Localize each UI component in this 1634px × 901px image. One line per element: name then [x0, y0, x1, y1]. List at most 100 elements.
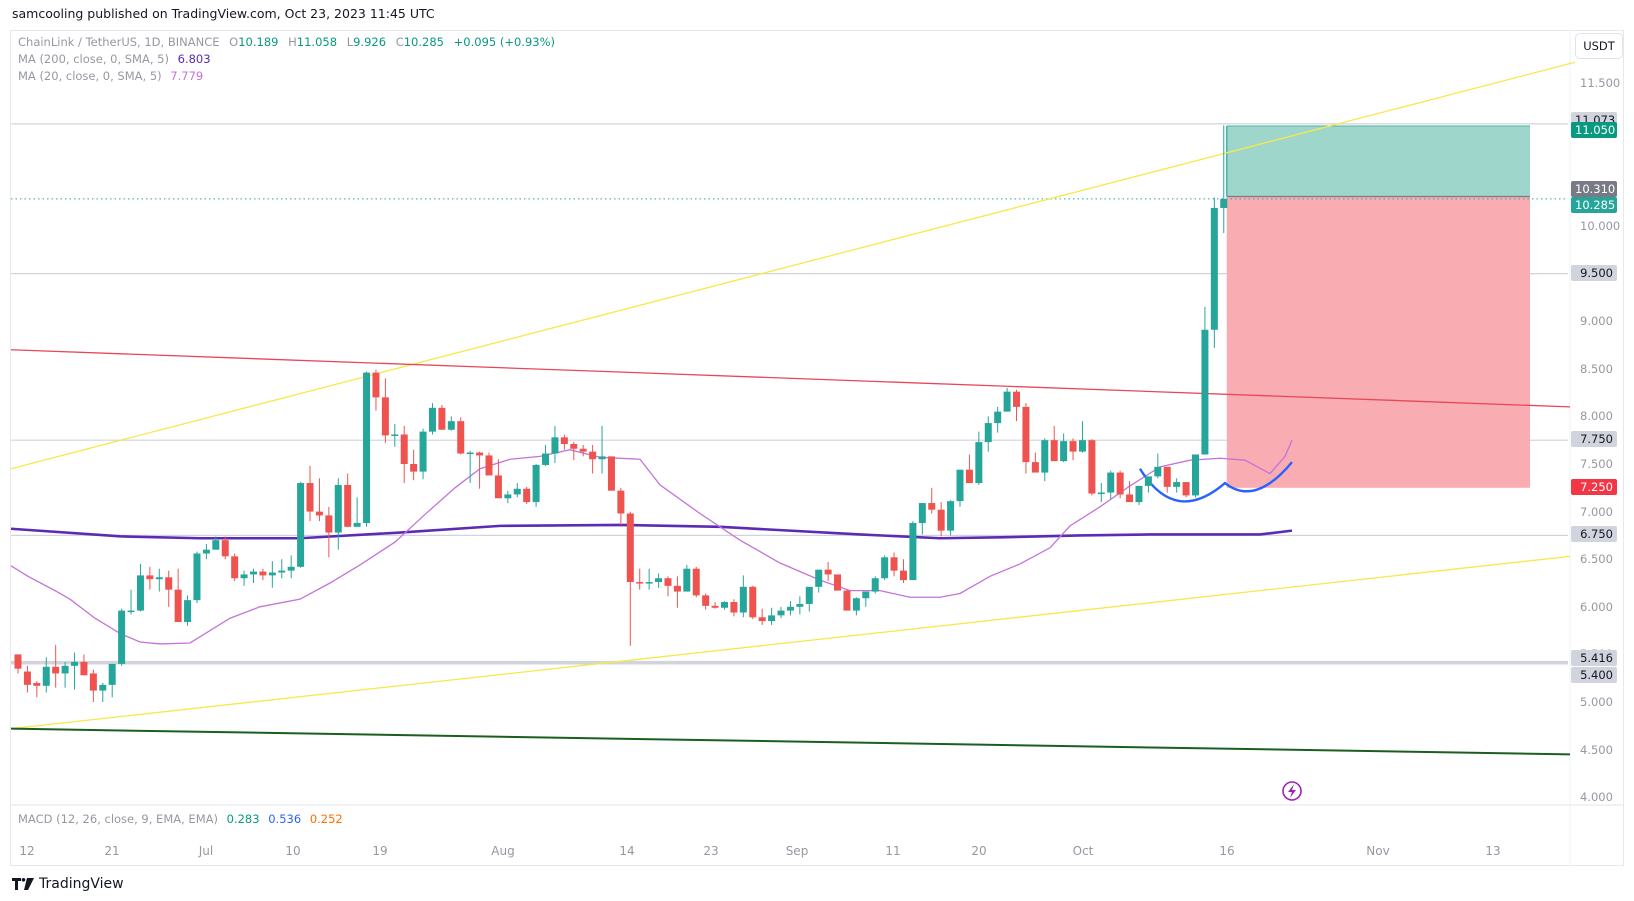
candle[interactable] — [692, 566, 700, 598]
candle[interactable] — [212, 536, 220, 550]
candle[interactable] — [231, 553, 239, 582]
candle[interactable] — [259, 568, 267, 581]
candle[interactable] — [975, 431, 983, 485]
price-marker-entry[interactable]: 10.310 — [1571, 181, 1617, 198]
candle[interactable] — [1116, 470, 1124, 499]
take-profit-zone[interactable] — [1226, 126, 1530, 197]
candle[interactable] — [306, 465, 314, 522]
candle[interactable] — [155, 568, 163, 592]
candle[interactable] — [353, 497, 361, 527]
candle[interactable] — [1041, 438, 1049, 482]
candle[interactable] — [1022, 403, 1030, 474]
upper-yellow-trendline[interactable] — [10, 61, 1576, 470]
candle[interactable] — [42, 657, 50, 693]
chart-frame[interactable] — [10, 30, 1624, 866]
candle[interactable] — [221, 536, 229, 560]
candle[interactable] — [428, 403, 436, 435]
lightning-event-icon[interactable] — [1282, 781, 1302, 801]
candle[interactable] — [956, 469, 964, 507]
candle[interactable] — [14, 654, 22, 674]
candle[interactable] — [108, 663, 116, 698]
candle[interactable] — [1060, 433, 1068, 463]
candle[interactable] — [297, 482, 305, 568]
candle[interactable] — [136, 563, 144, 612]
candle[interactable] — [372, 369, 380, 411]
candle[interactable] — [71, 652, 79, 690]
candle[interactable] — [1107, 470, 1115, 500]
candle[interactable] — [834, 574, 842, 591]
candle[interactable] — [805, 586, 813, 612]
candle[interactable] — [61, 662, 69, 688]
candle[interactable] — [1220, 125, 1228, 234]
candle[interactable] — [165, 570, 173, 607]
candle[interactable] — [202, 543, 210, 560]
candle[interactable] — [1182, 482, 1190, 498]
candle[interactable] — [589, 444, 597, 474]
candle[interactable] — [184, 595, 192, 626]
ma20-line[interactable] — [10, 439, 1293, 645]
price-marker-line[interactable]: 5.416 — [1571, 650, 1617, 667]
candle[interactable] — [1154, 453, 1162, 479]
candle[interactable] — [890, 552, 898, 577]
candle[interactable] — [1201, 306, 1209, 455]
candle[interactable] — [240, 570, 248, 586]
candle[interactable] — [928, 487, 936, 514]
candle[interactable] — [1088, 439, 1096, 496]
candle[interactable] — [984, 416, 992, 452]
candle[interactable] — [494, 459, 502, 499]
candle[interactable] — [447, 416, 455, 431]
candle[interactable] — [419, 428, 427, 480]
candle[interactable] — [542, 444, 550, 466]
candle[interactable] — [325, 506, 333, 558]
price-marker-last[interactable]: 10.285 — [1571, 196, 1617, 213]
candle[interactable] — [947, 500, 955, 536]
candle[interactable] — [344, 473, 352, 527]
candle[interactable] — [250, 568, 257, 583]
candle[interactable] — [315, 478, 323, 522]
ma200-legend[interactable]: MA (200, close, 0, SMA, 5) 6.803 — [18, 51, 555, 68]
candle[interactable] — [1163, 466, 1171, 493]
candle[interactable] — [400, 425, 408, 484]
candle[interactable] — [871, 576, 879, 594]
candle[interactable] — [457, 417, 465, 455]
price-marker-line[interactable]: 5.400 — [1571, 666, 1617, 683]
candle[interactable] — [994, 406, 1002, 433]
ma200-line[interactable] — [10, 523, 1293, 540]
candle[interactable] — [118, 608, 126, 666]
candle[interactable] — [334, 478, 342, 550]
candle[interactable] — [749, 585, 757, 620]
candle[interactable] — [287, 555, 295, 579]
green-support-trendline[interactable] — [10, 727, 1571, 756]
candle[interactable] — [466, 450, 474, 484]
cup-pattern-drawing[interactable] — [1138, 461, 1293, 503]
candle[interactable] — [33, 681, 41, 698]
candle[interactable] — [174, 568, 182, 623]
candle[interactable] — [278, 559, 286, 579]
candle[interactable] — [127, 589, 135, 615]
candle[interactable] — [560, 434, 568, 450]
candle[interactable] — [664, 576, 672, 597]
candle[interactable] — [598, 425, 606, 474]
candle[interactable] — [551, 425, 559, 464]
candle[interactable] — [909, 521, 917, 581]
candle[interactable] — [852, 597, 860, 616]
candle[interactable] — [410, 449, 418, 481]
candle[interactable] — [965, 454, 973, 484]
candle[interactable] — [193, 551, 201, 603]
candle[interactable] — [381, 378, 389, 444]
candle[interactable] — [739, 575, 747, 618]
macd-legend[interactable]: MACD (12, 26, close, 9, EMA, EMA) 0.283 … — [18, 812, 343, 826]
candle[interactable] — [363, 371, 371, 527]
candle[interactable] — [99, 682, 107, 702]
candle[interactable] — [513, 483, 521, 498]
candle[interactable] — [438, 404, 446, 430]
candle[interactable] — [80, 654, 88, 676]
candle[interactable] — [899, 559, 907, 583]
candle[interactable] — [702, 593, 710, 610]
candle[interactable] — [711, 602, 719, 609]
candle[interactable] — [636, 568, 644, 590]
candle[interactable] — [655, 573, 663, 588]
candle[interactable] — [504, 490, 512, 504]
price-marker-line[interactable]: 6.750 — [1571, 526, 1617, 543]
